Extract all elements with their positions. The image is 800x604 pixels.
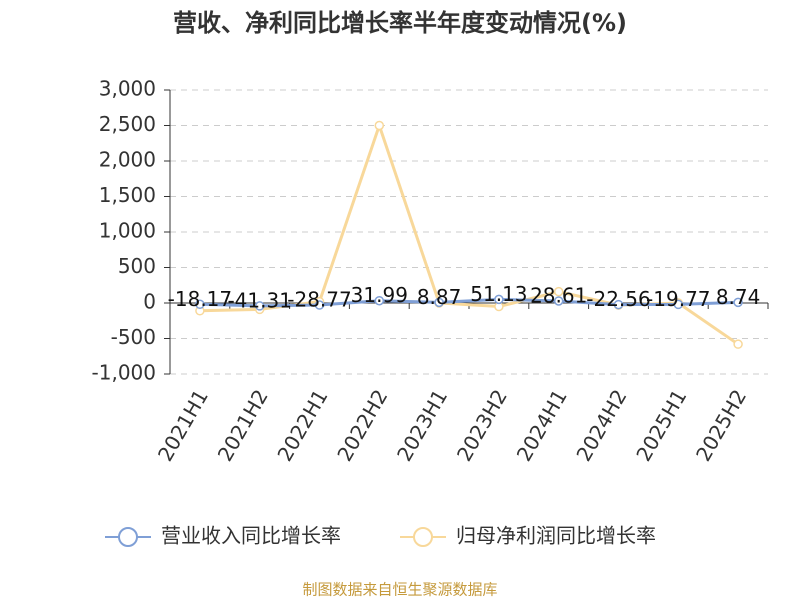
- point: [254, 301, 265, 311]
- point: [434, 297, 444, 308]
- data-label: 31.99: [351, 283, 408, 307]
- y-tick-label: 1,500: [99, 183, 156, 207]
- point: [613, 299, 624, 310]
- point: [195, 299, 205, 310]
- x-tick-label: 2024H1: [512, 385, 572, 465]
- point: [374, 295, 385, 306]
- source-note: 制图数据来自恒生聚源数据库: [302, 581, 497, 599]
- data-label: -28.77: [287, 288, 351, 312]
- y-tick-label: 1,000: [99, 219, 156, 243]
- x-tick-label: 2023H2: [452, 385, 512, 465]
- x-tick-label: 2025H2: [691, 385, 751, 465]
- point: [314, 300, 325, 310]
- x-tick-label: 2021H1: [153, 385, 213, 465]
- x-tick-label: 2022H2: [332, 385, 392, 465]
- data-label: -41.31: [227, 288, 291, 312]
- y-tick-label: 2,500: [99, 112, 156, 136]
- point: [553, 286, 564, 297]
- y-tick-label: 2,000: [99, 148, 156, 172]
- data-label: -22.56: [586, 287, 650, 311]
- x-tick-label: 2025H1: [631, 385, 691, 465]
- data-label: 28.61: [530, 283, 587, 307]
- point: [553, 296, 564, 306]
- x-tick-label: 2023H1: [392, 385, 452, 465]
- series-line: [199, 297, 739, 308]
- y-tick-label: 0: [143, 290, 156, 314]
- data-label: -18.17: [168, 287, 232, 311]
- point: [494, 294, 504, 305]
- y-tick-label: -500: [111, 325, 156, 349]
- point: [673, 299, 684, 310]
- chart-title: 营收、净利同比增长率半年度变动情况(%): [173, 9, 627, 37]
- point: [374, 120, 385, 131]
- x-tick-label: 2024H2: [571, 385, 631, 465]
- x-tick-label: 2022H1: [272, 385, 332, 465]
- point: [733, 297, 743, 308]
- legend-item: 营业收入同比增长率: [105, 524, 341, 548]
- data-label: -19.77: [646, 287, 710, 311]
- data-label: 51.13: [470, 282, 527, 306]
- x-tick-label: 2021H2: [213, 385, 273, 465]
- legend-label: 营业收入同比增长率: [161, 524, 341, 548]
- legend-marker: [118, 527, 138, 547]
- legend-label: 归母净利润同比增长率: [456, 524, 656, 548]
- data-label: 8.74: [716, 285, 761, 309]
- point: [733, 339, 743, 349]
- data-label: 8.87: [417, 285, 462, 309]
- legend-item: 归母净利润同比增长率: [400, 524, 656, 548]
- legend-marker: [413, 527, 433, 547]
- y-tick-label: -1,000: [92, 361, 156, 385]
- y-tick-label: 3,000: [99, 77, 156, 101]
- y-tick-label: 500: [118, 254, 156, 278]
